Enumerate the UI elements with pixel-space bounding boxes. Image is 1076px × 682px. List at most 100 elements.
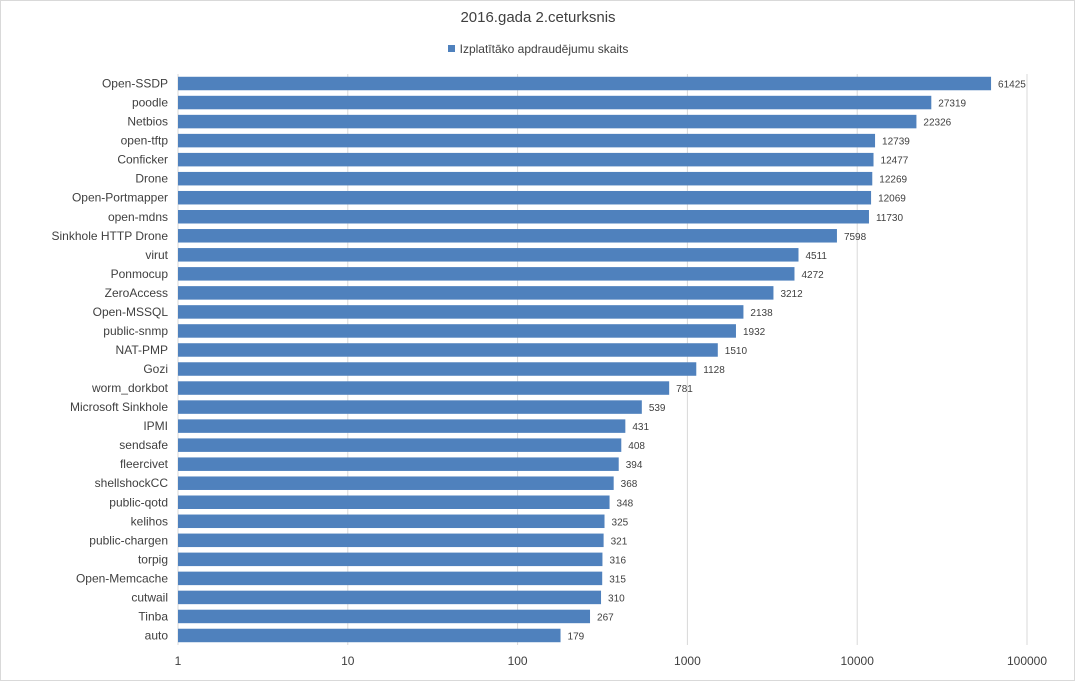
category-label: torpig xyxy=(138,552,168,566)
bar xyxy=(178,286,774,300)
value-label: 12739 xyxy=(882,137,910,148)
value-label: 1128 xyxy=(703,365,725,376)
x-tick-label: 100000 xyxy=(1007,654,1047,668)
category-label: open-tftp xyxy=(121,134,169,148)
value-label: 22326 xyxy=(923,118,951,129)
bar xyxy=(178,400,642,414)
bar xyxy=(178,171,873,186)
value-label: 12269 xyxy=(879,175,907,186)
bar xyxy=(178,457,619,471)
value-label: 408 xyxy=(628,441,645,452)
category-label: public-snmp xyxy=(103,324,168,338)
category-label: virut xyxy=(145,248,168,262)
category-label: Conficker xyxy=(117,153,168,167)
bar xyxy=(178,362,697,376)
bar xyxy=(178,210,869,224)
value-label: 12069 xyxy=(878,194,906,205)
category-label: poodle xyxy=(132,96,168,110)
category-label: Open-MSSQL xyxy=(93,305,169,319)
bar xyxy=(178,305,744,319)
bar xyxy=(178,152,874,167)
bar xyxy=(178,495,610,509)
category-label: public-qotd xyxy=(109,495,168,509)
category-label: Microsoft Sinkhole xyxy=(70,400,168,414)
category-label: shellshockCC xyxy=(95,476,169,490)
x-tick-label: 100 xyxy=(508,654,528,668)
category-label: cutwail xyxy=(131,590,168,604)
value-label: 310 xyxy=(608,593,625,604)
gridlines xyxy=(177,74,1028,645)
bar xyxy=(178,628,561,643)
category-label: Open-SSDP xyxy=(102,77,168,91)
category-label: open-mdns xyxy=(108,210,168,224)
bar xyxy=(178,343,718,357)
legend-label: Izplatītāko apdraudējumu skaits xyxy=(459,42,629,56)
category-label: Netbios xyxy=(127,115,168,129)
x-tick-label: 10000 xyxy=(841,654,875,668)
x-tick-label: 1 xyxy=(175,654,182,668)
category-label: Drone xyxy=(135,172,168,186)
category-label: ZeroAccess xyxy=(105,286,168,300)
chart-title: 2016.gada 2.ceturksnis xyxy=(460,9,616,26)
value-label: 348 xyxy=(617,498,634,509)
value-label: 431 xyxy=(632,422,649,433)
bar xyxy=(178,476,614,490)
category-label: NAT-PMP xyxy=(116,343,168,357)
category-label: Open-Memcache xyxy=(76,571,168,585)
bar xyxy=(178,248,799,262)
bar xyxy=(178,590,602,605)
value-label: 781 xyxy=(676,384,693,395)
bar xyxy=(178,324,736,338)
value-label: 4511 xyxy=(805,251,827,262)
value-label: 27319 xyxy=(938,99,966,110)
bar xyxy=(178,190,872,205)
value-label: 315 xyxy=(609,574,626,585)
bar xyxy=(178,419,626,433)
category-label: Ponmocup xyxy=(111,267,169,281)
legend: Izplatītāko apdraudējumu skaits xyxy=(0,42,1076,56)
category-label: auto xyxy=(145,628,169,642)
category-label: kelihos xyxy=(131,514,168,528)
category-label: worm_dorkbot xyxy=(91,381,169,395)
category-label: fleercivet xyxy=(120,457,169,471)
bar xyxy=(178,95,932,110)
bar xyxy=(178,552,603,567)
bar xyxy=(178,114,917,129)
value-label: 4272 xyxy=(801,270,824,281)
category-label: Tinba xyxy=(138,609,168,623)
bar xyxy=(178,229,837,243)
value-label: 267 xyxy=(597,612,614,623)
bar xyxy=(178,133,876,148)
value-label: 12477 xyxy=(881,156,909,167)
value-label: 61425 xyxy=(998,80,1026,91)
value-label: 1932 xyxy=(743,327,766,338)
value-labels: 61425 27319 22326 12739 12477 12269 12069 11730… xyxy=(568,80,1027,643)
bar xyxy=(178,267,795,281)
value-label: 539 xyxy=(649,403,666,414)
bar xyxy=(178,76,992,91)
bar xyxy=(178,533,604,548)
value-label: 3212 xyxy=(780,289,803,300)
x-tick-label: 1000 xyxy=(674,654,701,668)
value-label: 1510 xyxy=(725,346,748,357)
legend-swatch xyxy=(447,45,455,52)
bar xyxy=(178,571,603,586)
x-axis-ticks: 1 10 100 1000 10000 100000 xyxy=(175,654,1048,668)
bar xyxy=(178,381,670,395)
value-label: 179 xyxy=(568,631,585,642)
value-label: 316 xyxy=(609,555,626,566)
value-label: 394 xyxy=(626,460,643,471)
category-labels: Open-SSDP poodle Netbios open-tftp Conficker… xyxy=(52,77,169,643)
x-tick-label: 10 xyxy=(341,654,355,668)
value-label: 2138 xyxy=(750,308,773,319)
bar xyxy=(178,609,591,624)
value-label: 321 xyxy=(611,536,628,547)
category-label: public-chargen xyxy=(89,533,168,547)
bar xyxy=(178,514,605,529)
value-label: 325 xyxy=(612,517,629,528)
category-label: Sinkhole HTTP Drone xyxy=(52,229,169,243)
bar xyxy=(178,438,622,452)
value-label: 7598 xyxy=(844,232,867,243)
